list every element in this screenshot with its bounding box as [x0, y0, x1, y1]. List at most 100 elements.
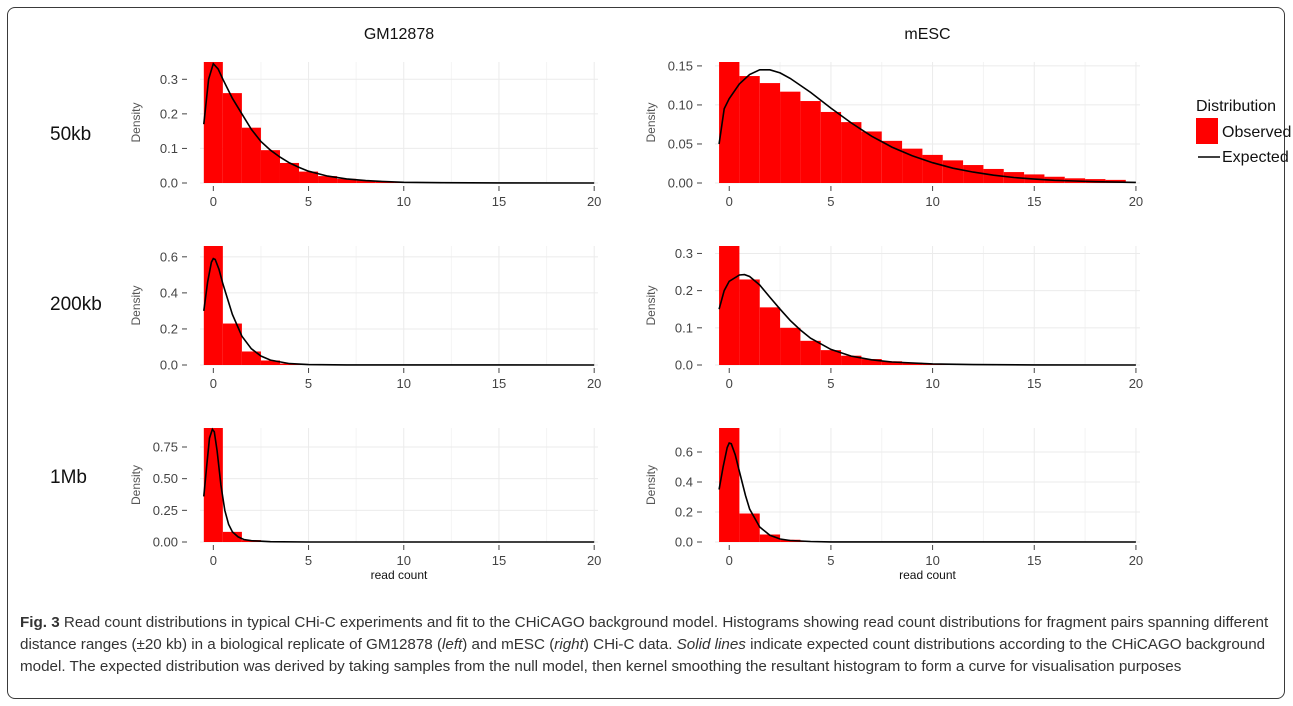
- y-tick-label: 0.00: [153, 535, 178, 550]
- observed-bar: [222, 323, 242, 365]
- y-tick-label: 0.2: [675, 505, 693, 520]
- row-label-1mb: 1Mb: [50, 467, 87, 488]
- x-tick-label: 20: [1129, 194, 1143, 209]
- caption-left: left: [442, 636, 463, 653]
- y-axis-label: Density: [129, 285, 143, 325]
- x-tick-label: 15: [492, 553, 506, 568]
- y-tick-label: 0.1: [675, 320, 693, 335]
- observed-bar: [861, 359, 882, 365]
- observed-bar: [203, 246, 223, 365]
- observed-bar: [241, 127, 261, 183]
- caption-solid-lines: Solid lines: [676, 636, 746, 653]
- y-tick-label: 0.50: [153, 471, 178, 486]
- observed-bar: [759, 83, 781, 183]
- figure-frame: [7, 7, 1285, 699]
- y-tick-label: 0.0: [675, 535, 693, 550]
- panel-mesc-1mb: 0.0 0.2 0.4 0.6 0 5 10 15 20 Density read count: [644, 428, 1143, 582]
- y-axis-label: Density: [644, 465, 658, 505]
- legend: Distribution Observed Expected: [1196, 98, 1291, 166]
- observed-bar: [203, 428, 223, 542]
- x-tick-label: 20: [1129, 376, 1143, 391]
- x-tick-label: 15: [492, 194, 506, 209]
- y-tick-label: 0.1: [160, 141, 178, 156]
- legend-title: Distribution: [1196, 98, 1276, 115]
- figure-caption: Fig. 3 Read count distributions in typic…: [20, 612, 1275, 678]
- y-tick-label: 0.00: [668, 176, 693, 191]
- y-axis-label: Density: [644, 102, 658, 142]
- expected-curve: [203, 257, 595, 366]
- x-tick-label: 20: [1129, 553, 1143, 568]
- row-label-50kb: 50kb: [50, 124, 91, 145]
- y-tick-label: 0.2: [160, 321, 178, 336]
- observed-bar: [356, 180, 376, 183]
- column-title-mesc: mESC: [904, 26, 950, 43]
- y-tick-label: 0.4: [675, 475, 693, 490]
- x-tick-label: 10: [925, 553, 939, 568]
- x-tick-label: 5: [827, 553, 834, 568]
- observed-bar: [719, 428, 740, 542]
- observed-bar: [739, 513, 760, 542]
- observed-bar: [260, 150, 280, 183]
- observed-bar: [942, 160, 964, 183]
- expected-curve: [718, 441, 1136, 543]
- y-tick-label: 0.0: [160, 176, 178, 191]
- observed-bar: [780, 327, 801, 365]
- observed-bar: [759, 307, 781, 365]
- y-tick-label: 0.10: [668, 97, 693, 112]
- observed-bar: [922, 154, 943, 183]
- y-tick-label: 0.3: [675, 246, 693, 261]
- y-axis-label: Density: [644, 285, 658, 325]
- caption-text-2: ) and mESC (: [462, 636, 555, 653]
- y-tick-label: 0.2: [675, 283, 693, 298]
- x-tick-label: 5: [827, 194, 834, 209]
- x-axis-label: read count: [899, 568, 956, 582]
- x-tick-label: 5: [305, 376, 312, 391]
- y-tick-label: 0.25: [153, 503, 178, 518]
- y-tick-label: 0.0: [675, 358, 693, 373]
- y-tick-label: 0.6: [675, 445, 693, 460]
- observed-bar: [881, 140, 903, 183]
- observed-bar: [780, 91, 801, 183]
- observed-bar: [759, 534, 781, 542]
- observed-bar: [800, 340, 821, 365]
- x-tick-label: 20: [587, 553, 601, 568]
- x-tick-label: 10: [397, 553, 411, 568]
- column-title-gm12878: GM12878: [364, 26, 434, 43]
- observed-bar: [279, 162, 300, 183]
- x-tick-label: 10: [397, 194, 411, 209]
- panel-mesc-200kb: 0.0 0.1 0.2 0.3 0 5 10 15 20 Density: [644, 246, 1143, 391]
- x-tick-label: 5: [305, 194, 312, 209]
- y-tick-label: 0.0: [160, 358, 178, 373]
- y-tick-label: 0.75: [153, 440, 178, 455]
- observed-bar: [902, 362, 923, 365]
- observed-bar: [241, 351, 261, 365]
- legend-expected-label: Expected: [1222, 149, 1289, 166]
- y-tick-label: 0.3: [160, 72, 178, 87]
- observed-bar: [881, 361, 903, 365]
- observed-bar: [963, 165, 984, 183]
- expected-curve: [718, 69, 1136, 184]
- y-tick-label: 0.4: [160, 285, 178, 300]
- legend-observed-swatch: [1196, 118, 1218, 144]
- observed-bar: [299, 171, 319, 183]
- x-axis-label: read count: [371, 568, 428, 582]
- x-tick-label: 0: [726, 194, 733, 209]
- panel-gm12878-50kb: 0.0 0.1 0.2 0.3 0 5 10 15 20 Density: [129, 62, 601, 209]
- observed-bar: [739, 279, 760, 365]
- observed-bar: [260, 360, 280, 365]
- x-tick-label: 0: [210, 376, 217, 391]
- observed-bar: [820, 350, 842, 365]
- observed-bar: [800, 101, 821, 183]
- x-tick-label: 15: [1027, 376, 1041, 391]
- observed-bar: [902, 148, 923, 183]
- y-tick-label: 0.05: [668, 136, 693, 151]
- caption-text-4: indicate expected count distributions ac…: [20, 636, 1266, 675]
- expected-curve: [203, 62, 595, 184]
- y-axis-label: Density: [129, 465, 143, 505]
- observed-bar: [841, 122, 862, 183]
- x-tick-label: 20: [587, 376, 601, 391]
- legend-observed-label: Observed: [1222, 124, 1291, 141]
- panel-gm12878-200kb: 0.0 0.2 0.4 0.6 0 5 10 15 20 Density: [129, 246, 601, 391]
- x-tick-label: 10: [925, 194, 939, 209]
- x-tick-label: 20: [587, 194, 601, 209]
